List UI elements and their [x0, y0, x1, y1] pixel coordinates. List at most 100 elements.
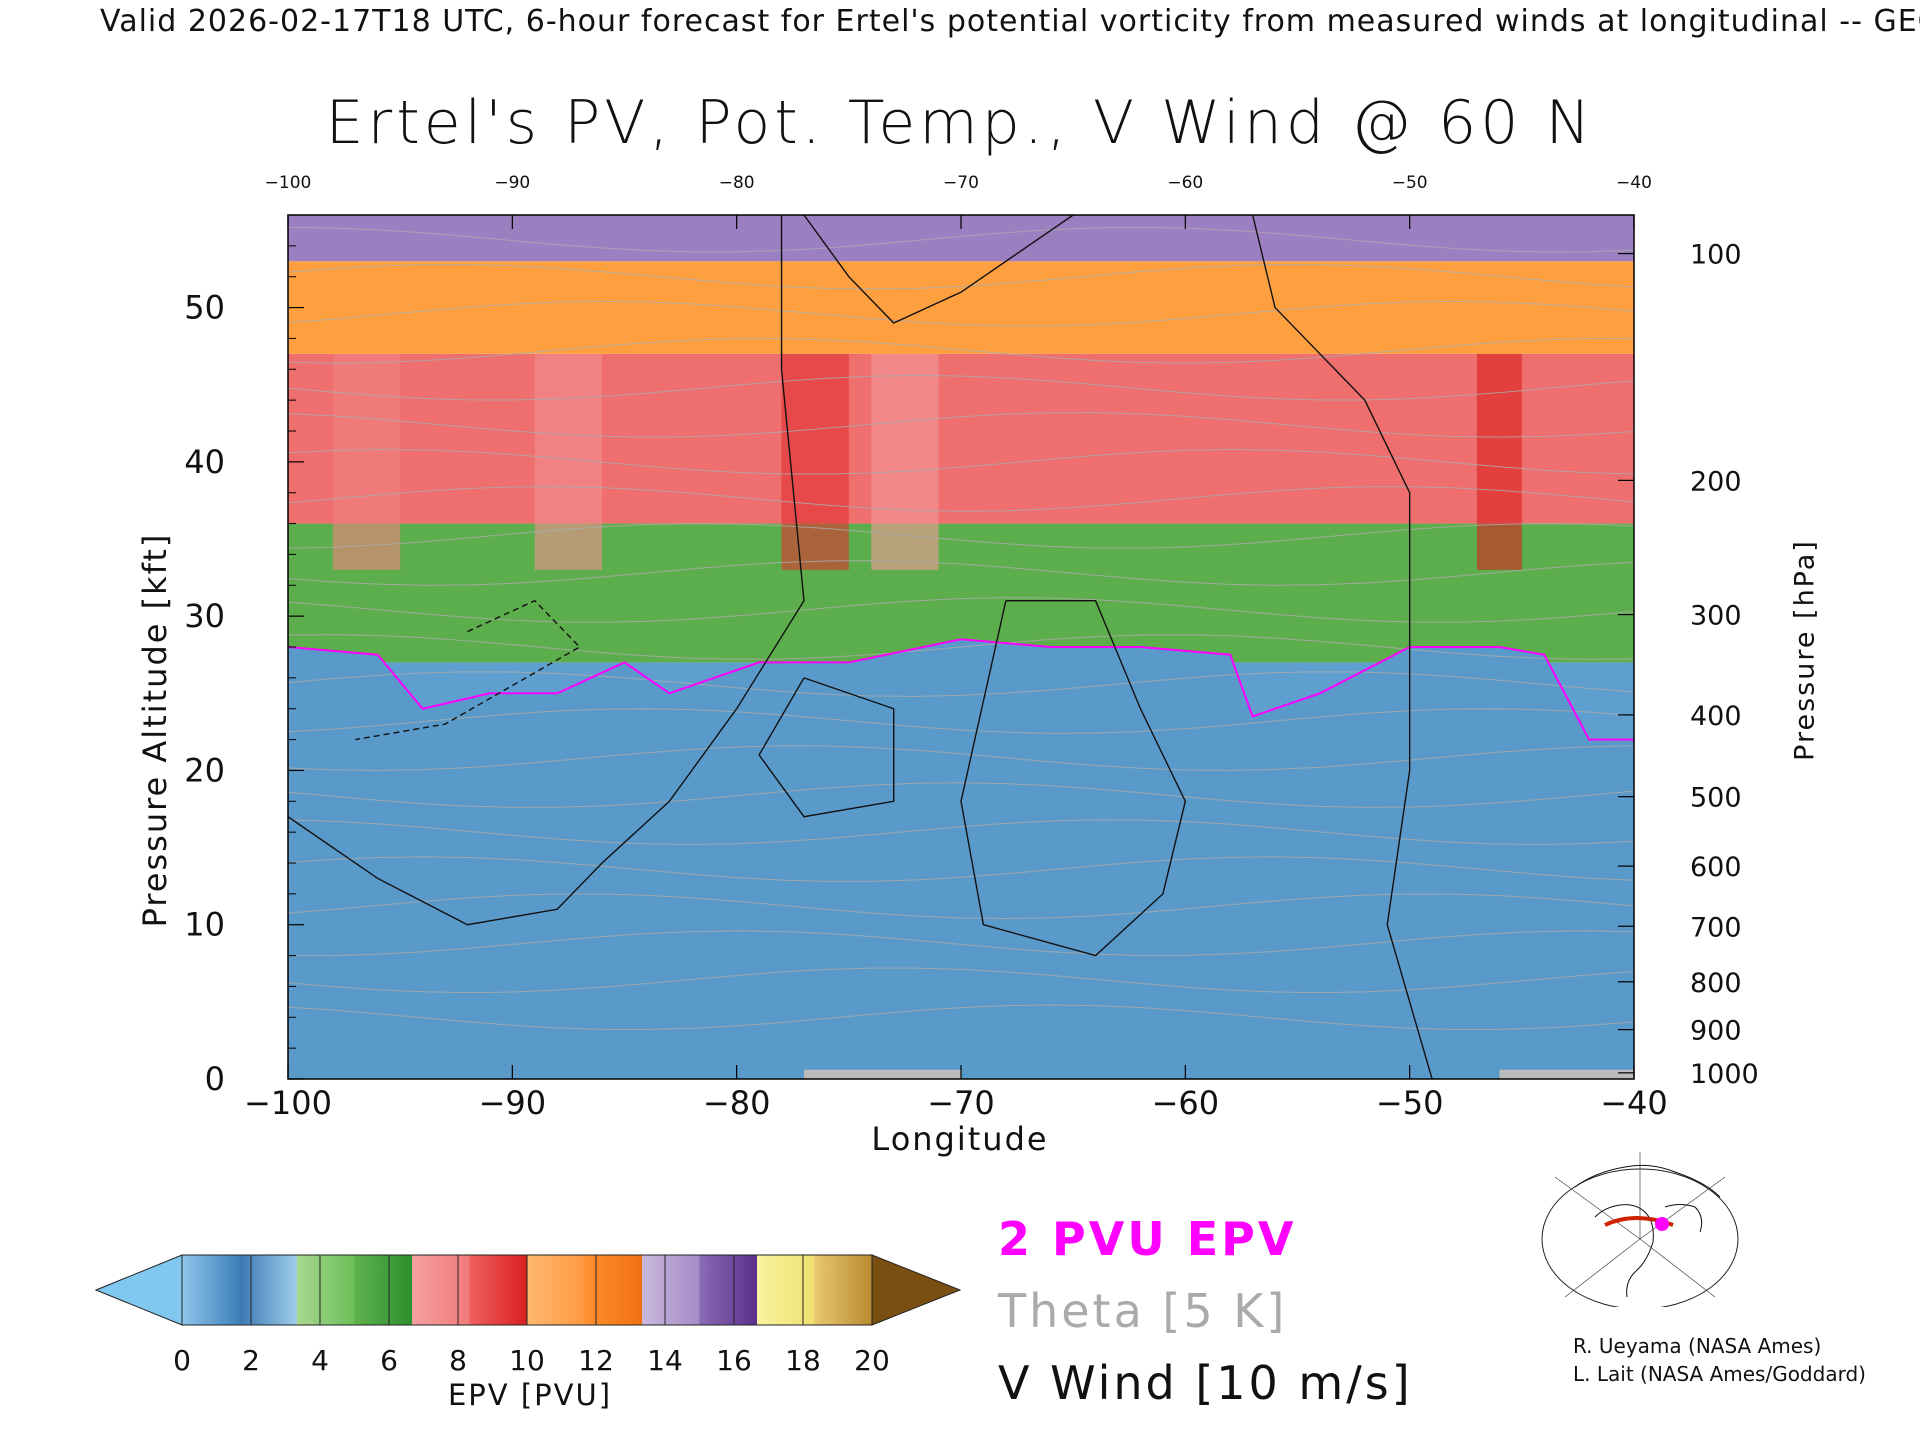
colorbar-tick-label: 20	[854, 1344, 890, 1377]
x-tick-label-top: −70	[943, 173, 979, 193]
colorbar-tick-label: 14	[647, 1344, 683, 1377]
header-text: Valid 2026-02-17T18 UTC, 6-hour forecast…	[100, 4, 1920, 39]
theta-contour	[288, 449, 1634, 475]
vwind-contour	[803, 215, 1074, 324]
colorbar-tick-label: 6	[380, 1344, 398, 1377]
contour-overlays	[288, 215, 1634, 1079]
y-tick-label-right: 100	[1690, 240, 1742, 271]
x-tick-label: −60	[1152, 1084, 1220, 1122]
theta-contour	[288, 486, 1634, 512]
y-tick-label-right: 900	[1690, 1016, 1742, 1047]
theta-contour	[288, 893, 1634, 920]
y-tick-label-left: 40	[184, 443, 225, 481]
theta-contour	[288, 338, 1634, 364]
y-tick-label-right: 600	[1690, 852, 1742, 883]
epv-layer	[288, 353, 1634, 524]
x-tick-label-top: −60	[1167, 173, 1203, 193]
colorbar-label: EPV [PVU]	[447, 1378, 613, 1412]
colorbar-segment	[642, 1255, 700, 1325]
vwind-contour	[758, 677, 895, 818]
x-tick-label-top: −90	[494, 173, 530, 193]
x-tick-label: −80	[703, 1084, 771, 1122]
y-tick-label-left: 50	[184, 289, 225, 327]
x-tick-label-top: −80	[719, 173, 755, 193]
credit-2: L. Lait (NASA Ames/Goddard)	[1573, 1362, 1866, 1386]
credit-1: R. Ueyama (NASA Ames)	[1573, 1334, 1822, 1358]
y-tick-label-right: 800	[1690, 968, 1742, 999]
x-tick-label: −100	[244, 1084, 332, 1122]
colorbar-tick-label: 18	[785, 1344, 821, 1377]
colorbar-tick-label: 4	[311, 1344, 329, 1377]
x-tick-label-top: −40	[1616, 173, 1652, 193]
x-axis-title: Longitude	[871, 1120, 1049, 1158]
x-tick-label-top: −50	[1392, 173, 1428, 193]
x-tick-label: −90	[479, 1084, 547, 1122]
inset-map	[1541, 1152, 1739, 1307]
colorbar-tick-label: 12	[578, 1344, 614, 1377]
theta-contour	[288, 1004, 1634, 1031]
y-tick-label-right: 1000	[1690, 1059, 1759, 1090]
theta-contour	[288, 226, 1634, 253]
colorbar-tick-label: 10	[509, 1344, 545, 1377]
y-tick-label-right: 200	[1690, 466, 1742, 497]
vwind-contour	[288, 215, 805, 926]
colorbar: 0 2 4 6 8 10 12 14 16 18 20	[94, 1254, 962, 1377]
colorbar-tick-label: 0	[173, 1344, 191, 1377]
colorbar-segment	[182, 1255, 240, 1325]
theta-contour	[288, 782, 1634, 808]
colorbar-tick-label: 8	[449, 1344, 467, 1377]
epv-texture	[534, 353, 603, 570]
x-tick-label: −50	[1376, 1084, 1444, 1122]
theta-contour	[288, 819, 1634, 845]
colorbar-segment	[354, 1255, 413, 1325]
vwind-contour	[355, 599, 581, 741]
legend-theta: Theta [5 K]	[998, 1284, 1288, 1338]
troposphere-fill	[288, 639, 1634, 1079]
colorbar-over-triangle	[871, 1254, 962, 1326]
epv-layer	[288, 261, 1634, 354]
y-tick-label-right: 400	[1690, 701, 1742, 732]
theta-contour	[288, 374, 1634, 401]
colorbar-under-triangle	[94, 1254, 183, 1326]
legend-vwind: V Wind [10 m/s]	[998, 1356, 1413, 1410]
y-axis-title-right: Pressure [hPa]	[1789, 539, 1821, 761]
y-axis-title-left: Pressure Altitude [kft]	[136, 532, 174, 928]
x-tick-label: −70	[927, 1084, 995, 1122]
theta-contour	[288, 412, 1634, 438]
colorbar-segment	[412, 1255, 470, 1325]
theta-contour	[288, 930, 1634, 956]
colorbar-segment	[297, 1255, 355, 1325]
colorbar-segment	[527, 1255, 585, 1325]
y-tick-label-right: 700	[1690, 912, 1742, 943]
y-tick-label-left: 10	[184, 906, 225, 944]
epv-texture	[1476, 353, 1522, 570]
chart-title: Ertel's PV, Pot. Temp., V Wind @ 60 N	[325, 88, 1595, 158]
theta-contour	[288, 263, 1634, 290]
y-tick-label-right: 300	[1690, 601, 1742, 632]
colorbar-segment	[699, 1255, 758, 1325]
theta-contour	[288, 300, 1634, 327]
theta-contour	[288, 967, 1634, 994]
vwind-contour	[960, 600, 1187, 957]
x-tick-label-top: −100	[265, 173, 312, 193]
colorbar-segment	[757, 1255, 815, 1325]
colorbar-segment	[584, 1255, 643, 1325]
epv-texture	[871, 353, 939, 570]
theta-contour	[288, 856, 1634, 882]
y-tick-label-left: 20	[184, 751, 225, 789]
colorbar-segment	[239, 1255, 298, 1325]
y-tick-label-left: 30	[184, 597, 225, 635]
colorbar-tick-label: 16	[716, 1344, 752, 1377]
colorbar-segment	[469, 1255, 528, 1325]
epv-texture	[332, 353, 401, 570]
terrain-strip	[803, 1069, 961, 1079]
epv-texture	[781, 353, 849, 570]
colorbar-tick-label: 2	[242, 1344, 260, 1377]
axes: −100 −100 −90 −90 −80 −80 −70 −70 −60 −60 −50 −50 −4…	[184, 173, 1758, 1122]
terrain-strip	[1499, 1069, 1634, 1079]
y-tick-label-left: 0	[205, 1060, 225, 1098]
tropopause-2pvu-line	[288, 638, 1634, 741]
y-tick-label-right: 500	[1690, 783, 1742, 814]
